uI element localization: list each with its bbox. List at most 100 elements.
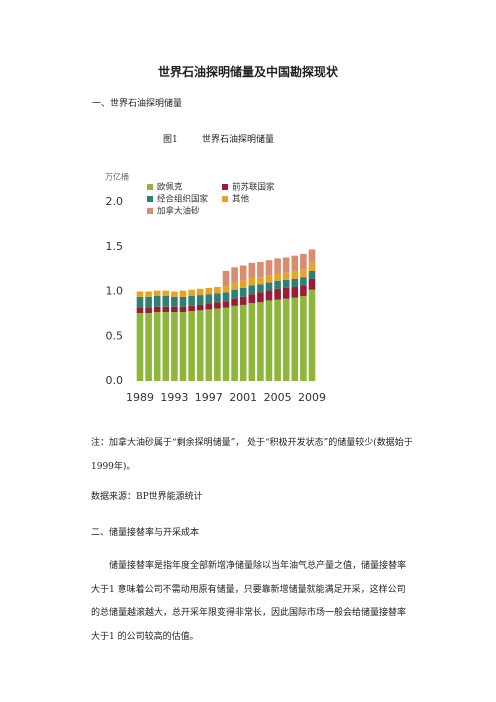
bar-segment (222, 307, 230, 381)
bar-segment (282, 298, 290, 381)
bar-segment (300, 285, 307, 296)
bar-segment (239, 265, 247, 281)
bar-segment (239, 280, 247, 288)
bar-segment (153, 312, 161, 381)
y-tick-label: 0.5 (106, 329, 124, 342)
bar-segment (300, 277, 307, 286)
bar-segment (282, 279, 290, 288)
bar-segment (145, 296, 152, 308)
bar-segment (171, 312, 178, 381)
bar-segment (300, 253, 307, 270)
bar-segment (188, 305, 195, 312)
bar-segment (257, 277, 264, 285)
bar-segment (162, 290, 170, 296)
bar-segment (257, 261, 264, 278)
bar-segment (196, 310, 204, 381)
bar-segment (231, 305, 238, 381)
bar-segment (239, 287, 247, 297)
bar-segment (239, 296, 247, 305)
paragraph: 储量接替率是指年度全部新增净储量除以当年油气总产量之值，储量接替率大于1 意味着… (91, 561, 407, 642)
bar-segment (308, 249, 316, 263)
bar-segment (239, 304, 247, 381)
bar-segment (196, 288, 204, 296)
bar-segment (205, 294, 213, 305)
bar-segment (153, 290, 161, 296)
bar-segment (171, 306, 178, 313)
bar-segment (265, 282, 273, 291)
y-axis-label: 万亿桶 (105, 172, 129, 182)
legend-swatch (147, 208, 153, 214)
bar-segment (257, 284, 264, 293)
bar-segment (274, 299, 281, 381)
legend-label: 经合组织国家 (157, 194, 209, 205)
bar-segment (214, 293, 221, 303)
bar-segment (136, 296, 144, 308)
bar-segment (274, 288, 281, 300)
bar-segment (291, 270, 299, 279)
legend-swatch (222, 196, 228, 202)
bar-segment (153, 306, 161, 313)
x-tick-label: 1989 (126, 391, 154, 404)
bar-segment (300, 295, 307, 381)
bar-segment (308, 262, 316, 271)
legend-label: 其他 (232, 194, 250, 205)
bar-segment (136, 307, 144, 313)
bar-segment (162, 295, 170, 307)
bar-segment (231, 298, 238, 306)
bar-segment (205, 304, 213, 310)
bar-segment (282, 257, 290, 273)
figure-label: 图1 (163, 135, 178, 145)
bar-segment (257, 292, 264, 303)
bar-segment (282, 272, 290, 280)
bar-segment (248, 303, 256, 381)
bar-segment (179, 296, 187, 307)
figure-note: 注：加拿大油砂属于“剩余探明储量”， 处于“积极开发状态”的储量较少(数据始于1… (91, 438, 413, 472)
bar-segment (205, 287, 213, 295)
section-heading: 一、世界石油探明储量 (92, 99, 183, 109)
bar-segment (171, 296, 178, 307)
bar-segment (162, 306, 170, 313)
bar-segment (274, 280, 281, 289)
bar-segment (188, 295, 195, 306)
bar-segment (291, 297, 299, 381)
legend-label: 加拿大油砂 (157, 206, 200, 217)
bar-segment (179, 312, 187, 381)
bar-segment (153, 295, 161, 307)
bar-segment (162, 312, 170, 381)
y-tick-label: 0.0 (106, 374, 124, 387)
bar-segment (145, 291, 152, 297)
bar-segment (308, 278, 316, 290)
bar-segment (196, 295, 204, 305)
y-tick-label: 2.0 (106, 195, 124, 208)
bar-segment (300, 269, 307, 278)
bar-segment (248, 294, 256, 304)
legend-swatch (147, 184, 153, 190)
bar-segment (265, 300, 273, 381)
bar-segment (214, 287, 221, 294)
legend-swatch (222, 184, 228, 190)
bar-segment (205, 309, 213, 381)
bar-segment (231, 289, 238, 299)
x-tick-label: 1997 (195, 391, 223, 404)
bar-segment (136, 312, 144, 381)
bar-segment (222, 301, 230, 308)
bar-segment (248, 278, 256, 286)
figure-title: 世界石油探明储量 (202, 135, 275, 145)
bar-segment (231, 282, 238, 290)
bar-segment (145, 307, 152, 313)
y-tick-label: 1.5 (106, 240, 124, 253)
x-tick-label: 2009 (298, 391, 326, 404)
bar-segment (188, 311, 195, 381)
bar-segment (265, 275, 273, 283)
bar-segment (214, 302, 221, 309)
legend-swatch (147, 196, 153, 202)
y-tick-label: 1.0 (106, 285, 124, 298)
bar-segment (248, 262, 256, 279)
x-tick-label: 2005 (264, 391, 292, 404)
bar-segment (179, 306, 187, 313)
bar-segment (265, 260, 273, 276)
bar-segment (179, 290, 187, 297)
bar-segment (222, 292, 230, 302)
